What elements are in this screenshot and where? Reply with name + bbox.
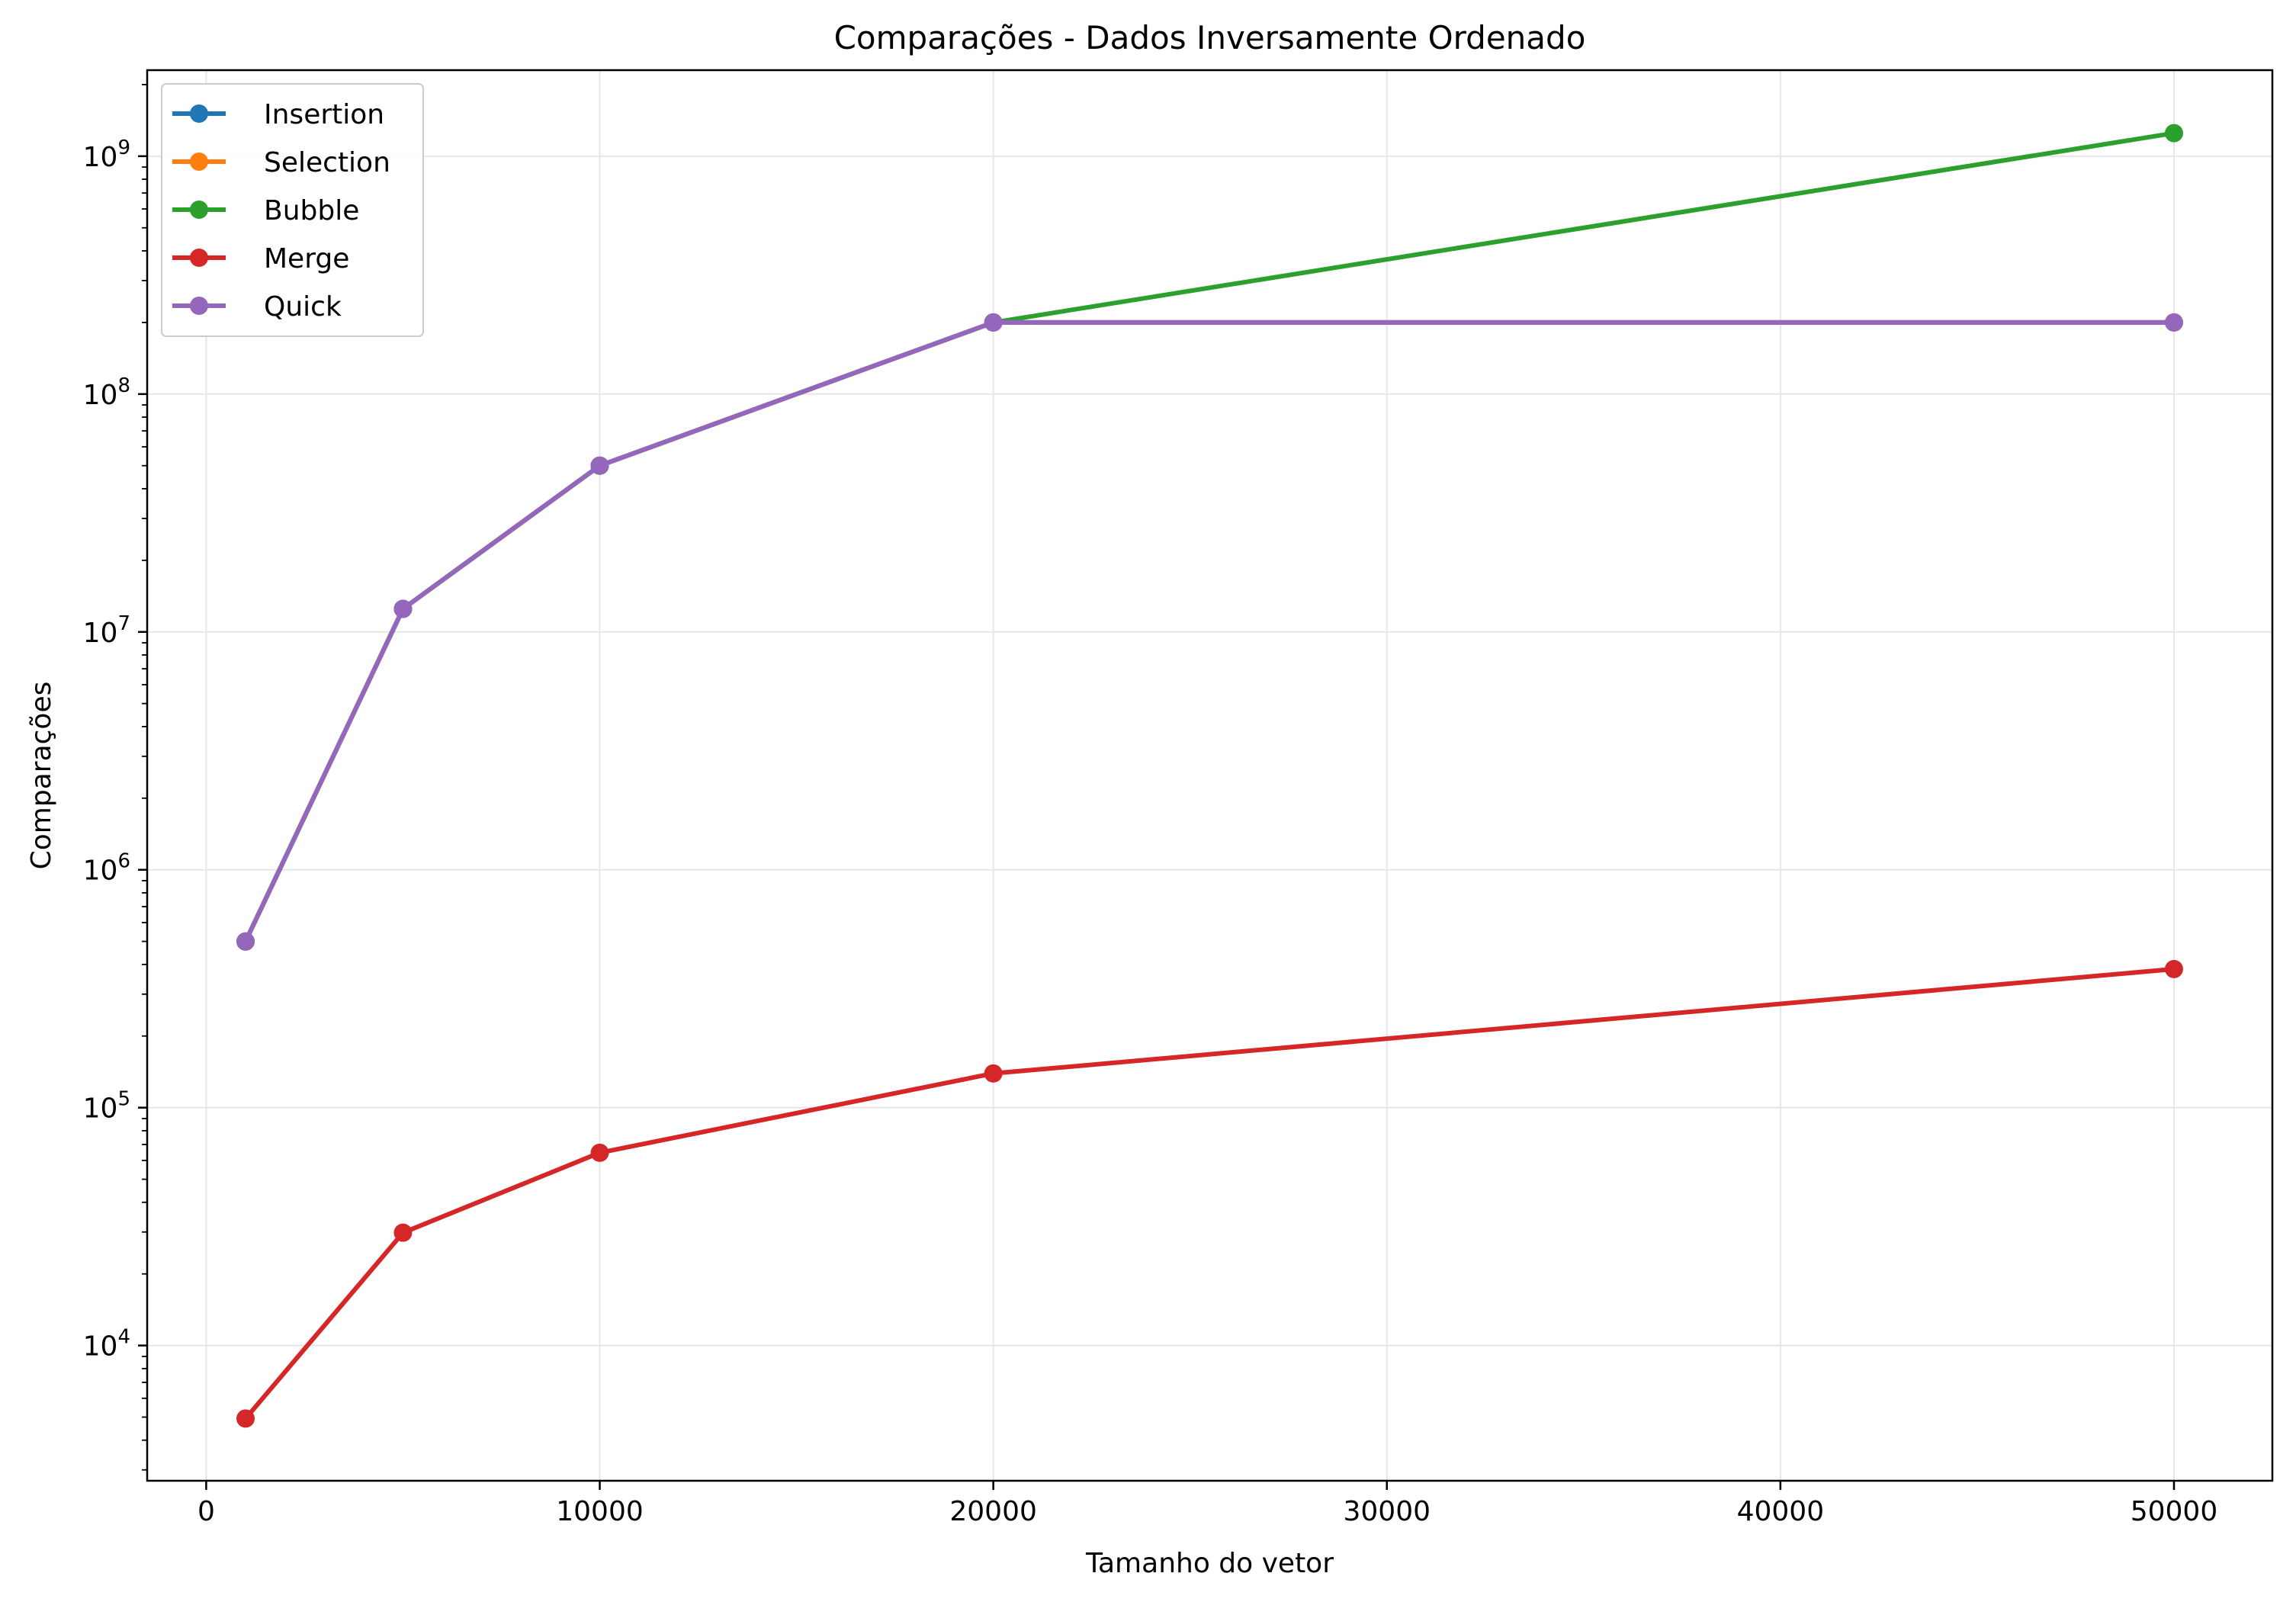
y-tick-exponent: 4 xyxy=(117,1326,130,1349)
data-point-merge xyxy=(590,1143,609,1162)
x-tick-label: 30000 xyxy=(1343,1496,1431,1527)
y-tick-base: 10 xyxy=(83,1331,118,1363)
series-layer xyxy=(236,124,2183,1428)
y-tick-base: 10 xyxy=(83,142,118,173)
y-tick-base: 10 xyxy=(83,856,118,887)
legend-item-bubble: Bubble xyxy=(172,195,359,226)
data-point-quick xyxy=(590,456,609,475)
legend-label: Selection xyxy=(264,147,390,178)
legend-item-merge: Merge xyxy=(172,243,349,274)
data-point-quick xyxy=(236,932,255,951)
legend: Insertion Selection Bubble Merge Quick xyxy=(161,83,424,337)
legend-marker xyxy=(190,152,208,171)
y-tick-label: 104 xyxy=(83,1326,130,1363)
y-tick-label: 107 xyxy=(83,612,130,649)
legend-marker xyxy=(190,297,208,315)
y-tick-base: 10 xyxy=(83,1093,118,1125)
data-point-quick xyxy=(2164,313,2183,332)
y-tick-label: 108 xyxy=(83,374,130,411)
y-axis-label: Comparações xyxy=(26,682,57,870)
y-tick-exponent: 6 xyxy=(117,850,130,873)
y-tick-exponent: 5 xyxy=(117,1088,130,1111)
series-line-bubble xyxy=(243,130,2176,944)
series-bubble xyxy=(236,124,2183,951)
data-point-quick xyxy=(393,599,413,618)
data-point-bubble xyxy=(2164,124,2183,143)
data-point-merge xyxy=(984,1064,1003,1083)
legend-marker xyxy=(190,249,208,267)
x-tick-label: 40000 xyxy=(1737,1496,1825,1527)
legend-label: Insertion xyxy=(264,99,384,130)
y-tick-label: 105 xyxy=(83,1088,130,1125)
y-tick-exponent: 8 xyxy=(117,374,130,397)
axis-layer: 0 10000 20000 30000 40000 5000010410510610710… xyxy=(83,84,2218,1527)
y-tick-base: 10 xyxy=(83,380,118,411)
grid-layer xyxy=(147,70,2272,1481)
legend-label: Quick xyxy=(264,291,342,323)
x-axis-label: Tamanho do vetor xyxy=(1085,1548,1334,1579)
y-tick-exponent: 9 xyxy=(117,136,130,159)
x-tick-label: 0 xyxy=(197,1496,215,1527)
series-quick xyxy=(236,313,2183,951)
data-point-merge xyxy=(393,1223,413,1242)
y-tick-label: 106 xyxy=(83,850,130,887)
data-point-merge xyxy=(236,1409,255,1428)
plot-frame xyxy=(146,69,2274,1482)
legend-marker xyxy=(190,104,208,123)
x-tick-label: 50000 xyxy=(2131,1496,2218,1527)
legend-label: Bubble xyxy=(264,195,359,226)
series-merge xyxy=(236,959,2183,1428)
x-tick-label: 10000 xyxy=(556,1496,644,1527)
chart-title: Comparações - Dados Inversamente Ordenad… xyxy=(834,19,1586,56)
legend-item-insertion: Insertion xyxy=(172,99,384,130)
legend-label: Merge xyxy=(264,243,349,274)
x-tick-label: 20000 xyxy=(949,1496,1037,1527)
legend-marker xyxy=(190,201,208,219)
legend-item-selection: Selection xyxy=(172,147,390,178)
y-tick-exponent: 7 xyxy=(117,612,130,635)
y-tick-label: 109 xyxy=(83,136,130,173)
legend-box xyxy=(161,83,424,337)
y-tick-base: 10 xyxy=(83,618,118,649)
legend-item-quick: Quick xyxy=(172,291,342,323)
data-point-quick xyxy=(984,313,1003,332)
series-line-merge xyxy=(243,966,2176,1421)
data-point-merge xyxy=(2164,959,2183,978)
